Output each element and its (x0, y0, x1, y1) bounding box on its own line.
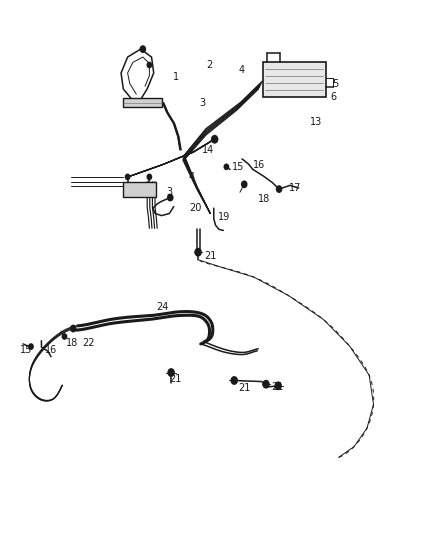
Circle shape (231, 377, 237, 384)
Text: 2: 2 (206, 60, 212, 70)
Text: 1: 1 (173, 71, 180, 82)
Text: 3: 3 (199, 98, 205, 108)
Text: 17: 17 (289, 183, 301, 193)
Text: 21: 21 (204, 251, 216, 261)
Circle shape (242, 181, 247, 188)
Bar (123, 98, 162, 108)
Text: 6: 6 (330, 92, 336, 102)
Circle shape (147, 174, 152, 180)
Text: 18: 18 (258, 193, 270, 204)
Text: 3: 3 (167, 187, 173, 197)
Circle shape (125, 174, 130, 180)
Circle shape (224, 164, 229, 169)
Circle shape (147, 62, 152, 68)
Circle shape (140, 46, 145, 52)
Text: 24: 24 (156, 302, 168, 312)
Circle shape (212, 135, 218, 143)
Text: 16: 16 (253, 160, 265, 169)
Circle shape (62, 334, 67, 339)
Circle shape (29, 344, 33, 349)
Bar (262, 62, 325, 97)
Text: 14: 14 (201, 145, 214, 155)
Circle shape (275, 382, 281, 390)
Circle shape (168, 369, 174, 376)
Text: 16: 16 (45, 345, 57, 356)
Text: 4: 4 (239, 66, 245, 75)
Text: 13: 13 (311, 117, 323, 127)
Text: 21: 21 (239, 383, 251, 393)
Text: 19: 19 (218, 212, 230, 222)
Bar (123, 182, 156, 197)
Text: 18: 18 (66, 338, 78, 349)
Text: 21: 21 (271, 382, 283, 392)
Text: 22: 22 (82, 338, 95, 349)
Circle shape (276, 186, 282, 192)
Text: 20: 20 (189, 203, 202, 213)
Text: 21: 21 (169, 374, 181, 384)
Circle shape (195, 248, 201, 256)
Circle shape (71, 325, 76, 332)
Text: 5: 5 (332, 78, 339, 88)
Circle shape (263, 381, 269, 388)
Text: 4: 4 (188, 172, 194, 182)
Circle shape (168, 195, 173, 201)
Text: 15: 15 (232, 162, 244, 172)
Text: 15: 15 (20, 345, 32, 356)
